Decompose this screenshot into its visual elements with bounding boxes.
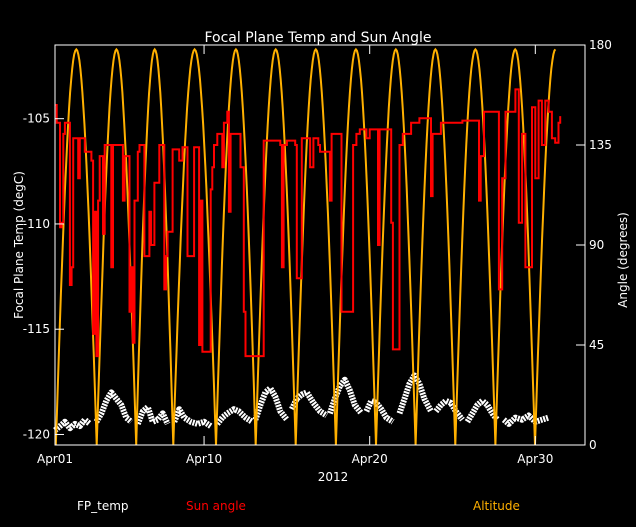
x-tick-label-Apr01: Apr01 bbox=[37, 452, 73, 466]
legend-item-2: Altitude bbox=[473, 499, 520, 513]
fp-temp-segment-11 bbox=[464, 397, 500, 424]
x-axis-label: 2012 bbox=[318, 470, 349, 484]
x-tick-label-Apr30: Apr30 bbox=[517, 452, 553, 466]
y-tick-label-left--120: -120 bbox=[23, 427, 50, 441]
y-tick-label-left--110: -110 bbox=[23, 217, 50, 231]
y-axis-label-left: Focal Plane Temp (degC) bbox=[12, 171, 26, 319]
y-tick-label-left--105: -105 bbox=[23, 112, 50, 126]
axes-layer: -120 -115 -110 -105 0 45 90 135 180 Apr01 Apr10 Apr… bbox=[23, 38, 612, 466]
fp-temp-segment-12 bbox=[501, 412, 550, 427]
x-tick-label-Apr10: Apr10 bbox=[186, 452, 222, 466]
fp-temp-segment-1 bbox=[93, 389, 134, 425]
fp-temp-segment-6 bbox=[289, 389, 329, 419]
fp-temp-segment-0 bbox=[53, 416, 92, 433]
x-tick-label-Apr20: Apr20 bbox=[352, 452, 388, 466]
fp-temp-segment-3 bbox=[171, 406, 213, 429]
fp-temp-segment-5 bbox=[252, 385, 290, 422]
legend: FP_temp Sun angle Altitude bbox=[77, 499, 520, 513]
y-tick-label-right-90: 90 bbox=[589, 238, 604, 252]
fp-temp-segment-4 bbox=[214, 406, 254, 426]
legend-item-0: FP_temp bbox=[77, 499, 129, 513]
legend-item-1: Sun angle bbox=[186, 499, 246, 513]
fp-temp-segment-8 bbox=[363, 397, 395, 425]
series-layer bbox=[53, 47, 562, 446]
y-tick-label-left--115: -115 bbox=[23, 322, 50, 336]
y-tick-label-right-45: 45 bbox=[589, 338, 604, 352]
sun-angle-line bbox=[55, 88, 562, 358]
fp-temp-segment-9 bbox=[396, 372, 434, 415]
y-tick-label-right-0: 0 bbox=[589, 438, 597, 452]
y-axis-label-right: Angle (degrees) bbox=[616, 212, 630, 308]
y-tick-label-right-135: 135 bbox=[589, 138, 612, 152]
chart-title: Focal Plane Temp and Sun Angle bbox=[204, 30, 431, 46]
altitude-line bbox=[54, 47, 557, 446]
y-tick-label-right-180: 180 bbox=[589, 38, 612, 52]
fp-temp-segment-2 bbox=[135, 404, 171, 426]
